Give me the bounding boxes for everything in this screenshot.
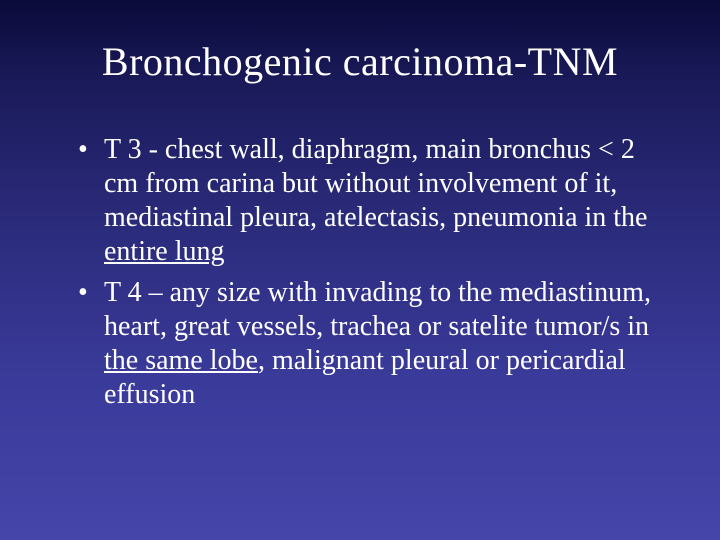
bullet-item: T 3 - chest wall, diaphragm, main bronch…	[78, 133, 670, 270]
bullet-list: T 3 - chest wall, diaphragm, main bronch…	[50, 133, 670, 412]
bullet-text: T 3 - chest wall, diaphragm, main bronch…	[104, 134, 647, 233]
slide-title: Bronchogenic carcinoma-TNM	[50, 38, 670, 85]
bullet-text-underline: the same lobe	[104, 345, 258, 376]
slide: Bronchogenic carcinoma-TNM T 3 - chest w…	[0, 0, 720, 540]
bullet-item: T 4 – any size with invading to the medi…	[78, 276, 670, 413]
bullet-text: T 4 – any size with invading to the medi…	[104, 277, 651, 342]
bullet-text-underline: entire lung	[104, 236, 225, 267]
